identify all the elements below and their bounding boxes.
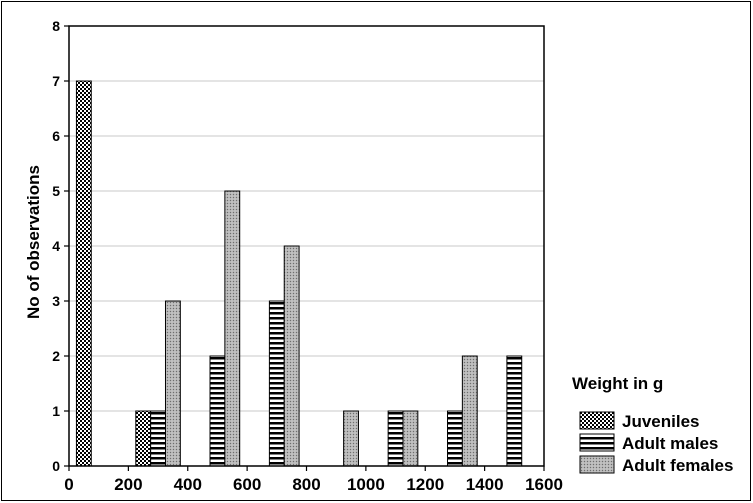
x-tick-label: 1600	[525, 475, 563, 494]
bar-adult-females	[461, 355, 478, 467]
y-tick-label: 5	[52, 183, 60, 199]
x-tick-label: 1400	[466, 475, 504, 494]
bar-juveniles	[135, 410, 152, 467]
legend-title: Weight in g	[572, 374, 663, 393]
grid-lines	[69, 80, 544, 412]
y-tick-label: 1	[52, 403, 60, 419]
bar-adult-males	[387, 410, 404, 467]
y-tick-label: 3	[52, 293, 60, 309]
bar-adult-females	[164, 300, 181, 467]
bar-adult-females	[402, 410, 419, 467]
y-axis-label: No of observations	[24, 165, 43, 319]
x-tick-label: 200	[114, 475, 142, 494]
legend-label-adult-males: Adult males	[622, 434, 718, 453]
legend-swatch-adult-males	[579, 433, 615, 452]
bar-adult-males	[506, 355, 523, 467]
x-tick-label: 1000	[347, 475, 385, 494]
bar-adult-males	[268, 300, 285, 467]
legend-label-adult-females: Adult females	[622, 456, 733, 475]
y-tick-label: 6	[52, 128, 60, 144]
legend: Weight in g Juveniles Adult males Adult fe…	[572, 374, 733, 475]
x-tick-label: 600	[233, 475, 261, 494]
y-tick-label: 4	[52, 238, 60, 254]
legend-swatch-adult-females	[579, 455, 615, 474]
x-axis-ticks: 0 200 400 600 800 1000 1200 1400 1600	[64, 466, 563, 494]
bar-adult-males	[447, 410, 463, 467]
bar-adult-males	[150, 410, 166, 467]
legend-label-juveniles: Juveniles	[622, 412, 700, 431]
y-tick-label: 8	[52, 18, 60, 34]
bar-adult-females	[283, 245, 300, 467]
bar-adult-females	[224, 190, 241, 467]
legend-swatch-juveniles	[579, 411, 615, 430]
x-tick-label: 0	[64, 475, 73, 494]
x-tick-label: 1200	[406, 475, 444, 494]
x-tick-label: 400	[174, 475, 202, 494]
bar-adult-males	[209, 355, 226, 467]
y-tick-label: 7	[52, 73, 60, 89]
y-tick-label: 2	[52, 348, 60, 364]
x-tick-label: 800	[292, 475, 320, 494]
legend-entries: Juveniles Adult males Adult females	[579, 411, 733, 475]
bar-adult-females	[343, 410, 359, 467]
bars	[75, 80, 523, 467]
y-axis-ticks: 0 1 2 3 4 5 6 7 8	[52, 18, 69, 474]
y-tick-label: 0	[52, 458, 60, 474]
bar-juveniles	[75, 80, 92, 467]
